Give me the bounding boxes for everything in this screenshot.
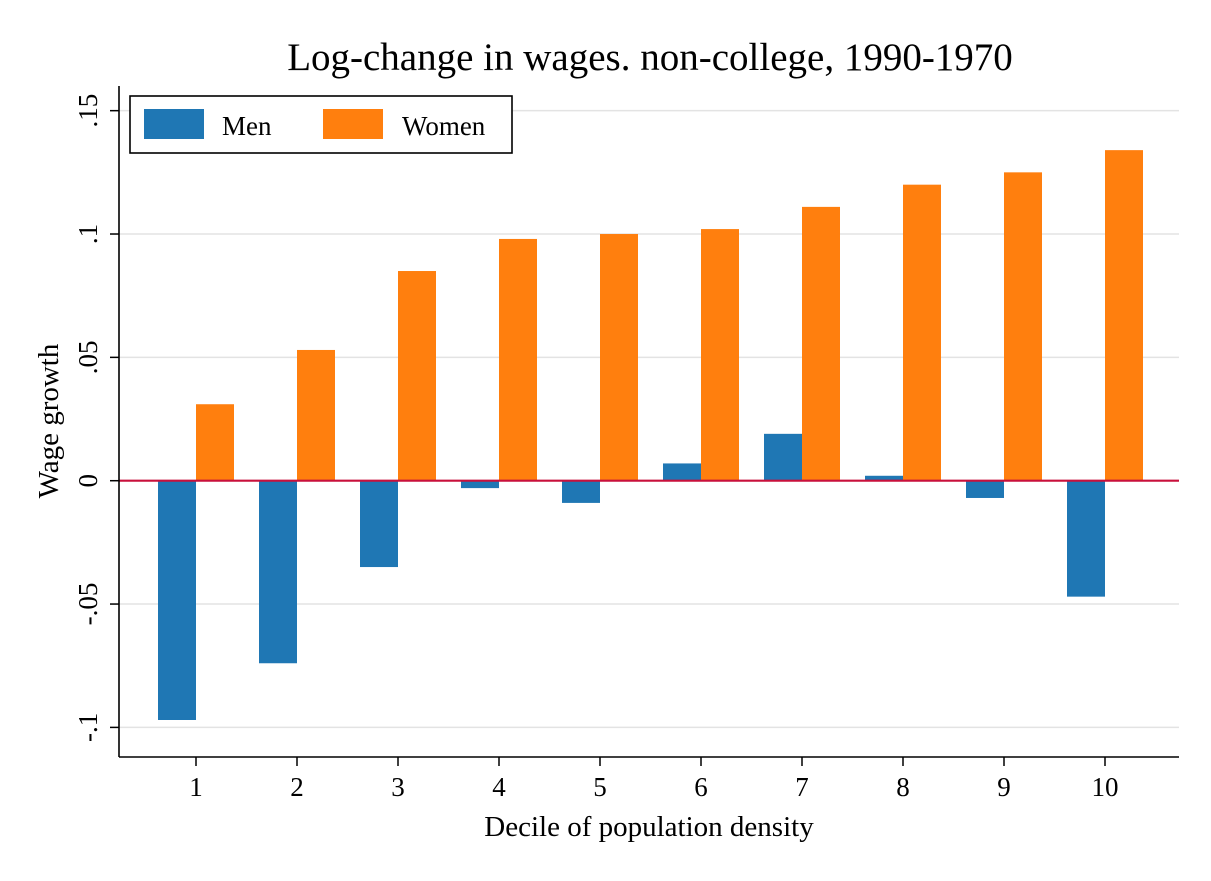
axes [110,86,1179,766]
chart-title: Log-change in wages. non-college, 1990-1… [287,36,1013,79]
legend: Men Women [129,95,513,154]
bar-men-6 [663,463,701,481]
bar-women-2 [297,349,335,481]
legend-swatch-men [144,109,204,139]
bar-women-6 [701,229,739,481]
x-tick-label: 1 [189,772,203,802]
x-tick-label: 4 [492,772,506,802]
x-tick-label: 7 [795,772,809,802]
bar-women-4 [499,238,537,481]
x-tick-label: 8 [896,772,910,802]
bar-women-1 [196,404,234,481]
x-tick-label: 3 [391,772,405,802]
x-tick-label: 5 [593,772,607,802]
bar-women-7 [802,206,840,481]
bar-men-7 [764,433,802,481]
bar-men-1 [158,480,196,720]
bars [158,150,1143,720]
y-tick-labels: -.1 -.05 0 .05 .1 .15 [73,94,103,742]
y-tick-label: -.1 [73,713,103,742]
bar-men-4 [461,480,499,489]
bar-women-9 [1004,172,1042,481]
x-tick-labels: 1 2 3 4 5 6 7 8 9 10 [189,772,1118,802]
legend-label-women: Women [402,111,486,141]
x-tick-label: 10 [1092,772,1119,802]
x-tick-label: 6 [694,772,708,802]
bar-men-3 [360,480,398,568]
x-axis-label: Decile of population density [484,811,814,843]
y-axis-label: Wage growth [33,343,65,498]
bar-men-9 [966,480,1004,498]
bar-men-8 [865,475,903,481]
y-tick-label: .05 [73,340,103,374]
bar-men-10 [1067,480,1105,597]
bar-men-5 [562,480,600,503]
bar-women-8 [903,184,941,481]
bar-women-5 [600,234,638,481]
x-tick-label: 9 [997,772,1011,802]
bar-women-3 [398,271,436,481]
y-tick-label: 0 [73,474,103,488]
bar-women-10 [1105,150,1143,481]
legend-label-men: Men [222,111,272,141]
x-tick-label: 2 [290,772,304,802]
y-tick-label: .1 [73,224,103,244]
legend-swatch-women [323,109,383,139]
y-tick-label: -.05 [73,583,103,626]
y-tick-label: .15 [73,94,103,128]
bar-men-2 [259,480,297,664]
